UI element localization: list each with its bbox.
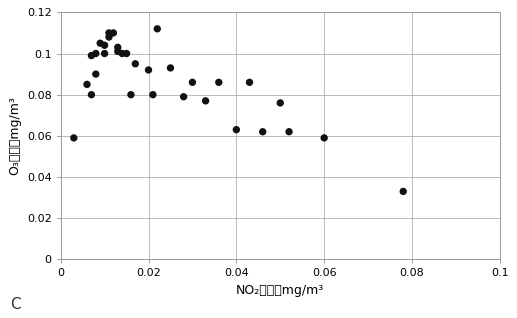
Point (96, 41, 104, 46)
Point (118, 51, 126, 56)
Y-axis label: O₃浓度，mg/m³: O₃浓度，mg/m³ (8, 96, 21, 175)
Point (153, 26, 161, 31)
Point (127, 92, 135, 97)
Point (92, 51, 100, 56)
Point (188, 80, 196, 85)
X-axis label: NO₂浓度，mg/m³: NO₂浓度，mg/m³ (236, 284, 324, 297)
Point (100, 43, 109, 48)
Point (83, 82, 91, 87)
Point (276, 100, 284, 106)
Point (123, 51, 131, 56)
Point (92, 72, 100, 77)
Point (70, 135, 78, 141)
Point (114, 45, 122, 50)
Point (258, 129, 267, 134)
Point (179, 94, 188, 99)
Point (399, 189, 407, 194)
Point (100, 51, 109, 56)
Point (285, 129, 293, 134)
Point (232, 127, 240, 132)
Point (105, 34, 113, 39)
Point (202, 98, 210, 103)
Point (215, 80, 223, 85)
Point (114, 49, 122, 54)
Point (149, 92, 157, 97)
Point (166, 66, 175, 71)
Point (87, 92, 96, 97)
Point (144, 67, 153, 73)
Text: C: C (10, 297, 21, 312)
Point (87, 53, 96, 58)
Point (246, 80, 254, 85)
Point (105, 31, 113, 36)
Point (109, 31, 117, 36)
Point (320, 135, 328, 141)
Point (131, 61, 140, 66)
